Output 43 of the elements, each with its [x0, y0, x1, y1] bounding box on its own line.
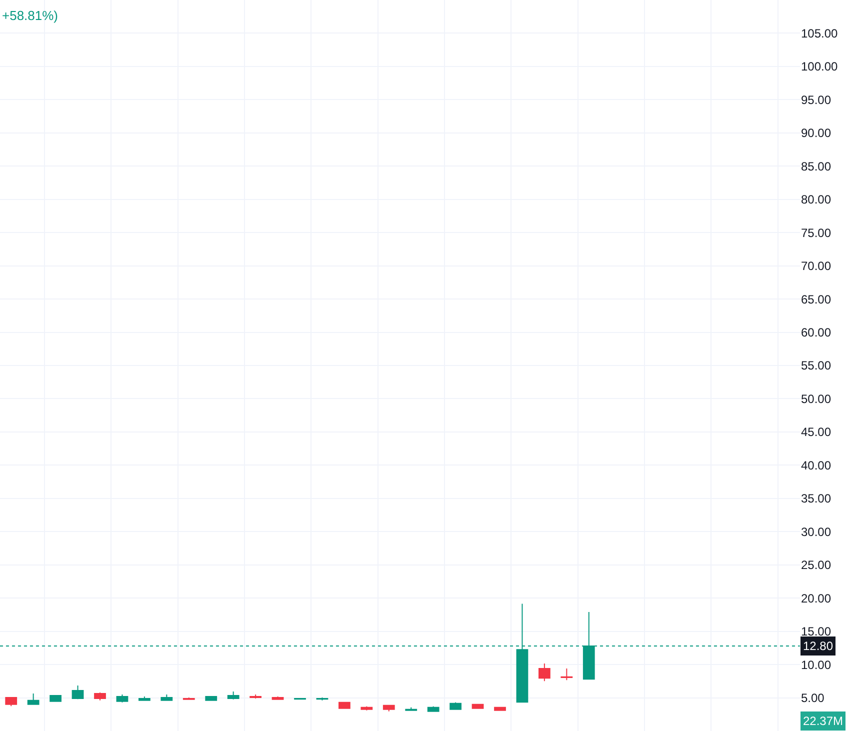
y-tick-label: 35.00 [801, 492, 832, 506]
y-tick-label: 20.00 [801, 591, 832, 606]
y-tick-label: 5.00 [801, 690, 825, 705]
annotation: +58.81%) [2, 8, 58, 23]
candlestick [94, 692, 106, 701]
candlestick [427, 706, 440, 712]
text: 22.37M [803, 714, 844, 728]
y-tick-label: 105.00 [801, 26, 838, 40]
candlestick [450, 702, 462, 710]
y-tick-label: 85.00 [801, 159, 832, 174]
y-tick-label: 10.00 [801, 658, 832, 672]
y-tick-label: 15.00 [801, 624, 832, 639]
y-tick-label: 90.00 [801, 126, 832, 140]
y-tick-label: 25.00 [801, 558, 832, 572]
candlestick [138, 696, 150, 701]
candlestick [160, 694, 173, 701]
candlestick [338, 702, 350, 709]
ref-line-label: 12.80 [803, 639, 834, 653]
y-tick-label: 30.00 [801, 524, 832, 539]
candlestick [227, 690, 240, 700]
candlestick [27, 692, 40, 705]
y-tick-label: 40.00 [801, 458, 832, 472]
y-tick-label: 70.00 [801, 259, 832, 274]
candlestick [382, 704, 395, 712]
y-tick-label: 95.00 [801, 92, 832, 107]
candlestick [50, 694, 62, 702]
y-tick-label: 55.00 [801, 358, 832, 373]
candlestick [472, 704, 484, 709]
candlestick [494, 706, 506, 711]
y-tick-label: 100.00 [801, 60, 838, 74]
y-tick-label: 45.00 [801, 425, 832, 440]
candlestick [560, 668, 573, 681]
y-tick-label: 65.00 [801, 292, 832, 306]
y-tick-label: 75.00 [801, 226, 832, 240]
y-tick-label: 80.00 [801, 192, 832, 207]
candlestick [538, 663, 550, 682]
candlestick [5, 696, 18, 707]
y-tick-label: 50.00 [801, 392, 832, 406]
candlestick [360, 706, 373, 711]
candlestick [72, 684, 84, 700]
candlestick [116, 694, 128, 703]
candlestick [205, 696, 218, 701]
y-tick-label: 60.00 [801, 325, 832, 340]
